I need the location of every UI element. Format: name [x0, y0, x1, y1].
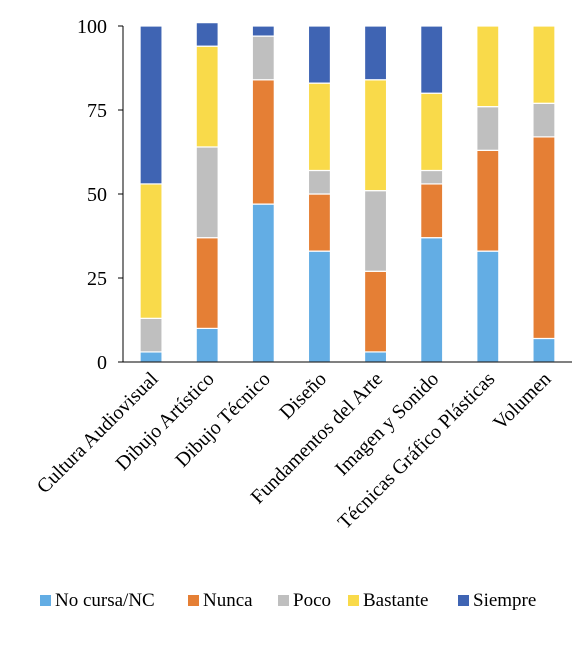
legend-label: Nunca	[203, 590, 253, 611]
bar-segment	[532, 337, 556, 363]
bar-segment	[307, 193, 332, 252]
bar-segment	[139, 25, 163, 185]
bar-segment	[307, 169, 332, 195]
y-tick-label: 25	[87, 268, 107, 290]
bar-segment	[139, 317, 163, 353]
bar-segment	[420, 169, 444, 185]
legend-label: Poco	[293, 590, 331, 611]
y-tick-label: 100	[77, 16, 107, 38]
legend-swatch	[458, 595, 469, 606]
bar-segment	[251, 25, 275, 37]
bar-segment	[476, 149, 500, 252]
legend-swatch	[188, 595, 199, 606]
bar-segment	[420, 183, 444, 239]
legend-label: Siempre	[473, 590, 536, 611]
bar-segment	[251, 203, 275, 363]
bar-segment	[363, 190, 388, 272]
bar-segment	[532, 102, 556, 138]
bar-segment	[420, 92, 444, 172]
bar-segment	[476, 25, 500, 108]
y-ticks: 0 25 50 75 100	[77, 16, 123, 374]
bar-segment	[363, 270, 388, 353]
legend-swatch	[348, 595, 359, 606]
bar-segment	[532, 136, 556, 340]
bar-segment	[363, 25, 388, 81]
x-tick-label: Volumen	[489, 368, 555, 434]
legend-swatch	[278, 595, 289, 606]
bar-segment	[195, 45, 219, 148]
bar-segment	[195, 237, 219, 329]
x-tick-label: Diseño	[275, 368, 331, 424]
bar-segment	[363, 79, 388, 192]
legend-label: Bastante	[363, 590, 428, 611]
legend-swatch	[40, 595, 51, 606]
bar-segment	[476, 250, 500, 363]
y-tick-label: 0	[97, 352, 107, 374]
bar-segment	[363, 351, 388, 363]
bar-segment	[307, 25, 332, 84]
bar-segment	[251, 35, 275, 81]
plot-area	[139, 22, 556, 363]
legend: No cursa/NC Nunca Poco Bastante Siempre	[40, 590, 536, 611]
bar-segment	[307, 82, 332, 172]
bar-segment	[195, 146, 219, 239]
y-tick-label: 75	[87, 100, 107, 122]
legend-label: No cursa/NC	[55, 590, 155, 611]
x-tick-label: Dibujo Artístico	[112, 368, 219, 475]
bar-segment	[420, 25, 444, 94]
y-tick-label: 50	[87, 184, 107, 206]
bar-segment	[139, 183, 163, 319]
bar-segment	[532, 25, 556, 104]
bar-segment	[307, 250, 332, 363]
bar-segment	[195, 327, 219, 363]
bar-segment	[139, 351, 163, 363]
bar-segment	[420, 237, 444, 363]
bar-segment	[195, 22, 219, 47]
bar-segment	[476, 106, 500, 151]
bar-segment	[251, 79, 275, 205]
